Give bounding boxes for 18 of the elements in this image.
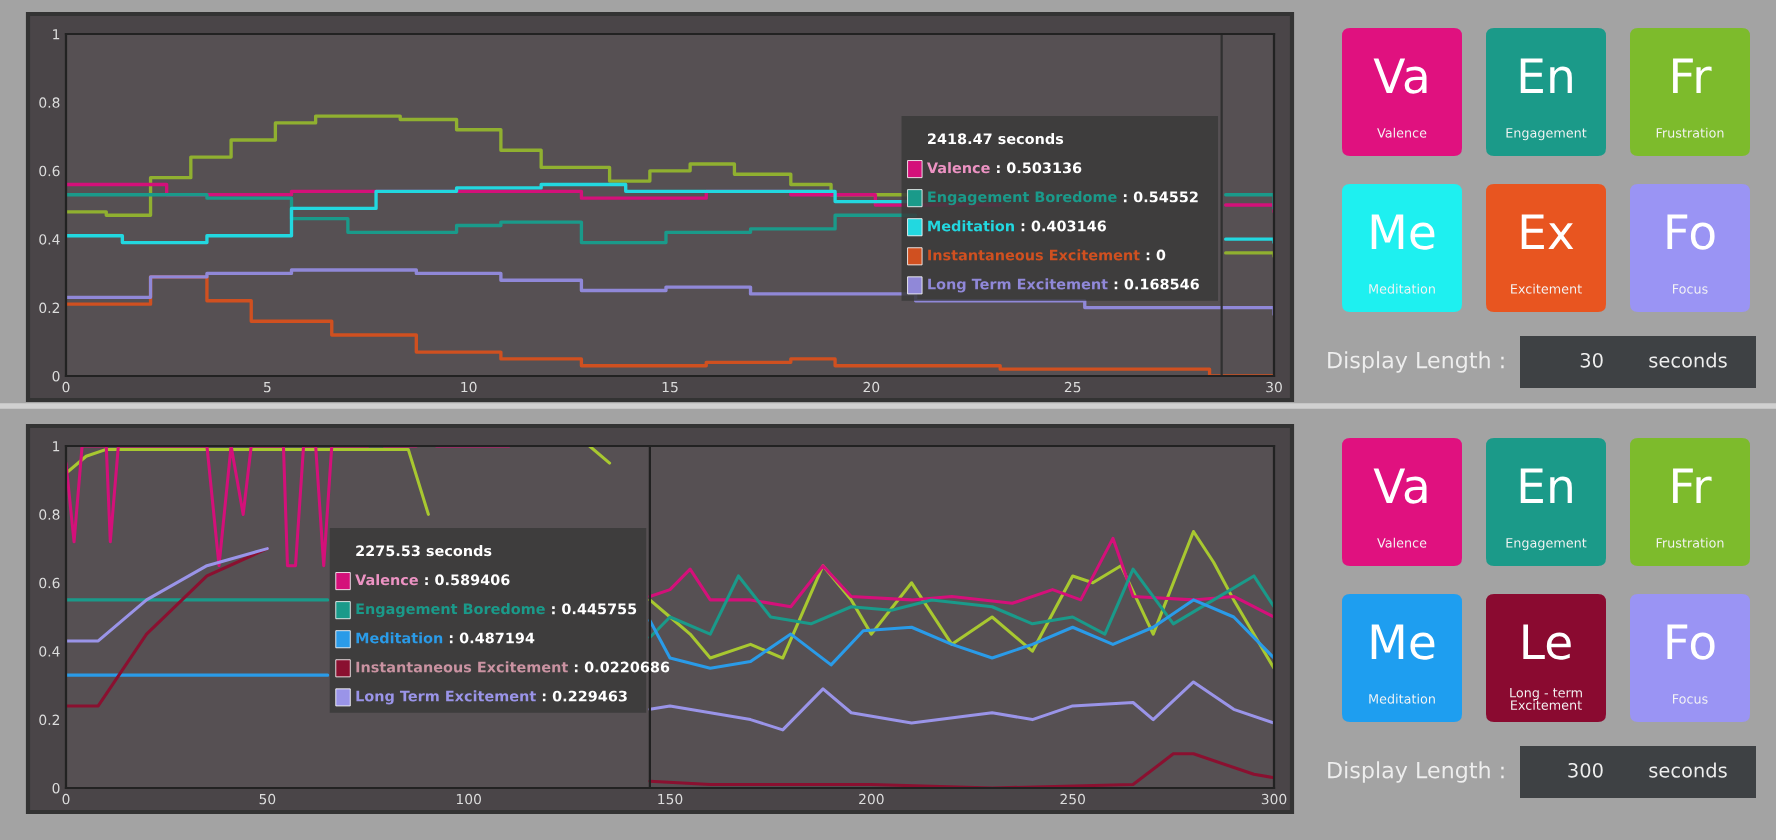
text: Display Length : — [1328, 351, 1504, 373]
text: seconds — [1649, 352, 1727, 368]
text: En — [1520, 468, 1572, 504]
text: Ex — [1521, 214, 1574, 250]
text: Me — [1371, 214, 1435, 250]
text: Le — [1523, 624, 1571, 660]
text: 30 — [1580, 352, 1603, 368]
text: Fo — [1667, 214, 1715, 250]
text: En — [1520, 58, 1572, 94]
text: Display Length : — [1328, 761, 1504, 783]
text: Fr — [1673, 58, 1712, 94]
text: Me — [1371, 624, 1435, 660]
text: seconds — [1649, 762, 1727, 778]
text: Fr — [1673, 468, 1712, 504]
text: Va — [1373, 468, 1427, 504]
text: Fo — [1667, 624, 1715, 660]
text: 300 — [1568, 762, 1603, 778]
text: Va — [1373, 58, 1427, 94]
